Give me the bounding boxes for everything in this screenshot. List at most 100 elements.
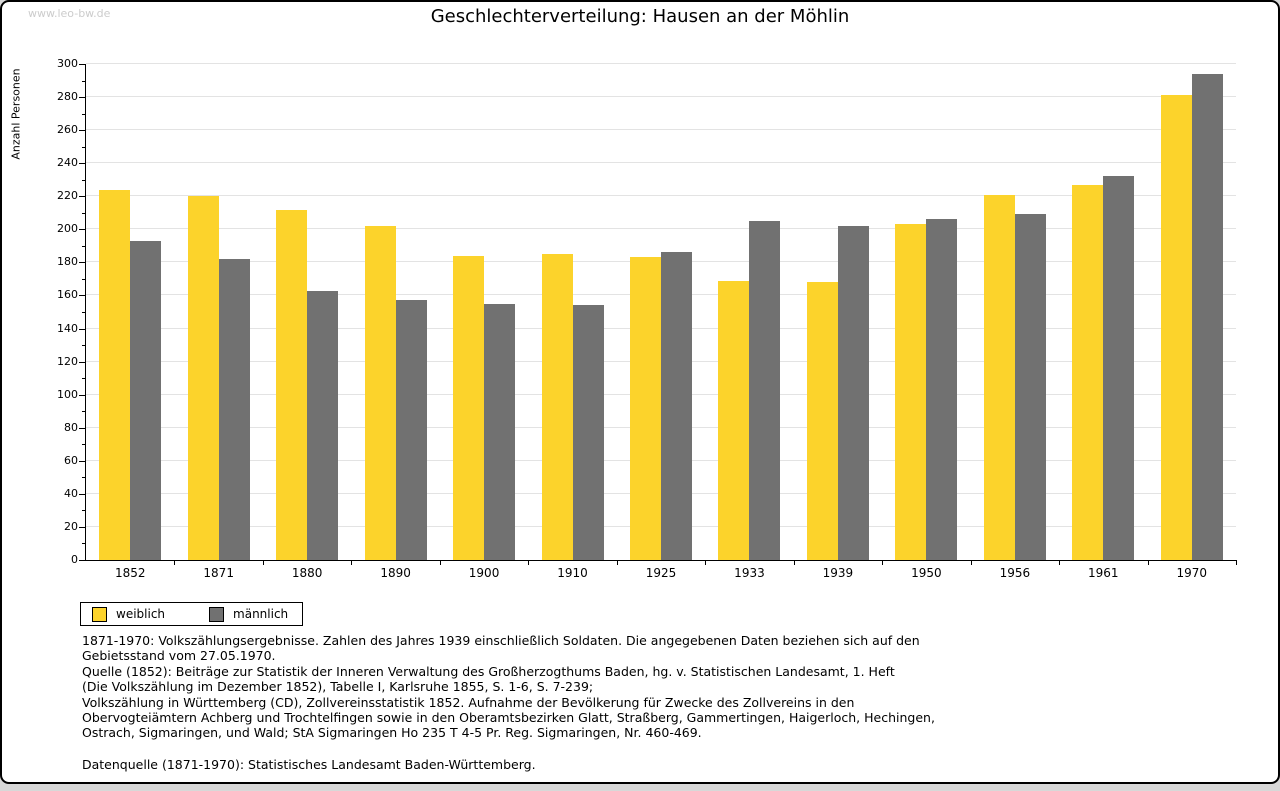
y-tick-200 (79, 229, 86, 231)
bar-weiblich-1950 (895, 224, 927, 560)
footnote-line: Obervogteiämtern Achberg und Trochtelfin… (82, 710, 935, 726)
y-tick-40 (79, 493, 86, 495)
bar-männlich-1925 (661, 252, 692, 560)
y-axis-label: Anzahl Personen (9, 68, 23, 160)
y-tick-280 (79, 97, 86, 99)
bar-weiblich-1890 (364, 226, 396, 560)
y-tick-160 (79, 295, 86, 297)
plot-area: 0 20 40 60 80 100 120 140 160 180 200 220 240 260 280 3… (57, 57, 1237, 580)
y-minor-tick-290 (82, 80, 86, 82)
y-minor-tick-130 (82, 345, 86, 347)
bar-männlich-1871 (218, 259, 250, 560)
x-tick-9 (882, 560, 884, 565)
legend: weiblich männlich (80, 602, 304, 626)
y-tick-label-160: 160 (57, 288, 78, 302)
bar-weiblich-1961 (1072, 184, 1104, 560)
bar-weiblich-1910 (541, 254, 573, 560)
x-tick-11 (1059, 560, 1061, 565)
data-source-line: Datenquelle (1871-1970): Statistisches L… (82, 756, 536, 772)
y-tick-label-20: 20 (64, 519, 78, 533)
bar-männlich-1961 (1103, 176, 1135, 560)
y-minor-tick-30 (82, 510, 86, 512)
y-minor-tick-210 (82, 212, 86, 214)
bar-weiblich-1970 (1160, 95, 1192, 560)
legend-swatch-weiblich (92, 606, 107, 622)
gridline-260 (86, 129, 1236, 131)
x-tick-10 (970, 560, 972, 565)
bar-weiblich-1871 (187, 196, 219, 560)
bar-weiblich-1939 (806, 282, 838, 560)
y-tick-label-260: 260 (57, 123, 78, 137)
footnote-line: Quelle (1852): Beiträge zur Statistik de… (82, 663, 895, 679)
x-label-1880: 1880 (291, 566, 323, 580)
bar-männlich-1880 (307, 290, 339, 560)
x-label-1925: 1925 (645, 566, 677, 580)
bar-weiblich-1852 (99, 189, 131, 560)
x-label-1871: 1871 (203, 566, 234, 580)
x-label-1956: 1956 (999, 566, 1031, 580)
y-tick-240 (79, 163, 86, 165)
y-minor-tick-110 (82, 378, 86, 380)
chart-title: Geschlechterverteilung: Hausen an der Mö… (430, 6, 850, 27)
legend-label-weiblich: weiblich (116, 607, 166, 621)
gridline-220 (86, 195, 1236, 197)
y-tick-20 (79, 526, 86, 528)
x-label-1939: 1939 (822, 566, 854, 580)
footnote-line: Volkszählung in Württemberg (CD), Zollve… (82, 694, 855, 710)
footnote-line: Gebietsstand vom 27.05.1970. (82, 648, 276, 664)
y-tick-label-140: 140 (57, 321, 78, 335)
x-tick-7 (705, 560, 707, 565)
y-tick-0 (79, 560, 86, 561)
x-label-1961: 1961 (1088, 566, 1119, 580)
y-minor-tick-10 (82, 543, 86, 545)
x-tick-3 (351, 560, 353, 565)
bar-weiblich-1925 (630, 257, 661, 560)
footnote-line: 1871-1970: Volkszählungsergebnisse. Zahl… (82, 633, 920, 648)
y-tick-label-80: 80 (64, 420, 78, 434)
bar-männlich-1939 (837, 226, 869, 560)
y-tick-60 (79, 460, 86, 462)
y-tick-label-300: 300 (57, 57, 78, 70)
footnote-line: (Die Volkszählung im Dezember 1852), Tab… (82, 679, 594, 695)
gridline-300 (86, 63, 1236, 64)
footnotes: 1871-1970: Volkszählungsergebnisse. Zahl… (82, 633, 935, 772)
x-tick-2 (262, 560, 264, 565)
y-minor-tick-70 (82, 444, 86, 446)
y-minor-tick-230 (82, 179, 86, 181)
legend-label-maennlich: männlich (233, 607, 289, 621)
bar-männlich-1852 (130, 240, 162, 560)
y-tick-label-180: 180 (57, 255, 78, 269)
x-tick-12 (1147, 560, 1149, 565)
y-tick-label-0: 0 (71, 553, 78, 566)
bar-männlich-1970 (1191, 73, 1223, 560)
bar-männlich-1890 (395, 300, 427, 560)
x-label-1852: 1852 (114, 566, 146, 580)
watermark-leo-bw: www.leo-bw.de (28, 7, 111, 20)
y-minor-tick-250 (82, 146, 86, 148)
y-minor-tick-150 (82, 312, 86, 313)
y-tick-label-240: 240 (57, 156, 78, 170)
y-tick-180 (79, 262, 86, 264)
x-tick-6 (616, 560, 618, 565)
bar-weiblich-1880 (276, 209, 308, 560)
bar-männlich-1900 (484, 303, 516, 560)
y-tick-label-100: 100 (57, 387, 78, 401)
y-minor-tick-270 (82, 113, 86, 115)
y-tick-label-200: 200 (57, 222, 78, 236)
gridline-280 (86, 96, 1236, 98)
x-tick-1 (174, 560, 176, 565)
y-tick-140 (79, 328, 86, 330)
y-tick-label-280: 280 (57, 90, 78, 104)
x-label-1970: 1970 (1176, 566, 1208, 580)
bar-männlich-1910 (572, 305, 604, 560)
y-tick-label-60: 60 (64, 453, 78, 467)
legend-swatch-maennlich (209, 606, 225, 622)
footnote-line: Ostrach, Sigmaringen, und Wald; StA Sigm… (82, 725, 702, 741)
y-tick-100 (79, 394, 86, 396)
y-tick-300 (79, 64, 86, 65)
x-tick-4 (439, 560, 441, 565)
legend-item-weiblich: weiblich (92, 606, 166, 622)
bar-männlich-1950 (926, 219, 958, 560)
y-tick-220 (79, 196, 86, 198)
